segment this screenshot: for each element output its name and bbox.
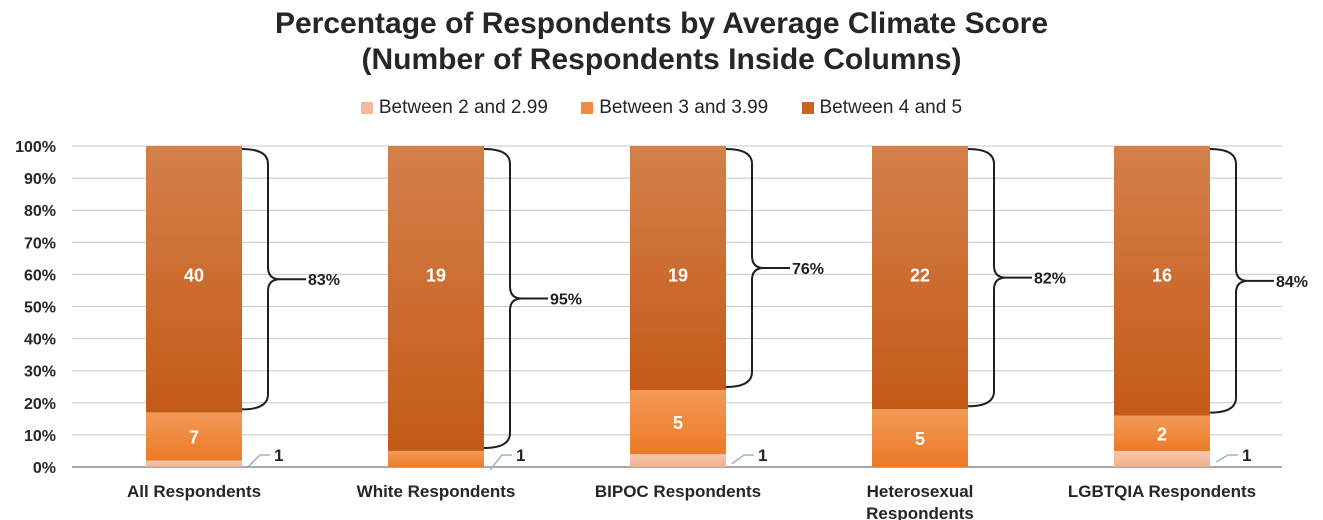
legend-item-low: Between 2 and 2.99: [360, 97, 548, 119]
bar-count-label: 5: [673, 413, 683, 433]
bracket: [1209, 148, 1249, 414]
low-count-label: 1: [274, 446, 283, 465]
x-category-label: LGBTQIA Respondents: [1068, 482, 1256, 501]
bar-count-label: 22: [910, 265, 930, 285]
legend-swatch-high: [801, 102, 814, 114]
y-tick-label: 40%: [24, 332, 56, 349]
bar-segment-mid: [630, 389, 726, 455]
bar-count-label: 19: [426, 265, 446, 285]
leader-line: [489, 454, 512, 471]
bracket: [725, 148, 765, 388]
bar-count-label: 16: [1152, 265, 1172, 285]
y-tick-label: 0%: [33, 460, 56, 477]
legend-item-mid: Between 3 and 3.99: [581, 97, 768, 119]
bar-segment-mid: [388, 450, 484, 467]
bar-segment-mid: [1114, 415, 1210, 451]
legend-swatch-mid: [581, 102, 594, 114]
bar-count-label: 40: [184, 265, 204, 285]
y-tick-label: 70%: [24, 235, 56, 252]
bracket: [967, 148, 1007, 408]
legend-label-low: Between 2 and 2.99: [378, 97, 548, 118]
y-tick-label: 100%: [15, 139, 56, 156]
bar-segment-low: [146, 460, 242, 467]
leader-line: [731, 454, 754, 465]
chart-title: Percentage of Respondents by Average Cli…: [274, 7, 1049, 40]
low-count-label: 1: [516, 446, 525, 465]
y-tick-label: 30%: [24, 364, 56, 381]
bracket-percent-label: 83%: [308, 272, 340, 289]
bar-segment-high: [630, 146, 726, 390]
leader-line: [247, 454, 270, 468]
y-tick-label: 60%: [24, 267, 56, 284]
low-count-label: 1: [1242, 446, 1251, 465]
bar-count-label: 2: [1157, 424, 1167, 444]
bracket-percent-label: 95%: [550, 291, 582, 308]
bar-segment-low: [630, 454, 726, 467]
chart-subtitle: (Number of Respondents Inside Columns): [361, 43, 962, 76]
bar-segment-high: [146, 146, 242, 413]
x-category-label: Heterosexual: [867, 482, 974, 501]
low-count-label: 1: [758, 446, 767, 465]
y-tick-label: 50%: [24, 300, 56, 317]
x-category-label: All Respondents: [127, 482, 261, 501]
bar-count-label: 5: [915, 429, 925, 449]
y-tick-label: 20%: [24, 396, 56, 413]
chart-legend: Between 2 and 2.99 Between 3 and 3.99 Be…: [0, 97, 1323, 119]
bar-count-label: 19: [668, 265, 688, 285]
bracket-percent-label: 76%: [792, 261, 824, 278]
x-category-label: White Respondents: [357, 482, 516, 501]
chart-title-block: Percentage of Respondents by Average Cli…: [0, 6, 1323, 78]
bracket-percent-label: 84%: [1276, 274, 1308, 291]
bar-segment-mid: [146, 412, 242, 461]
legend-label-high: Between 4 and 5: [819, 97, 963, 118]
bar-segment-high: [1114, 146, 1210, 416]
bar-count-label: 7: [189, 428, 199, 448]
y-tick-label: 80%: [24, 203, 56, 220]
bracket-percent-label: 82%: [1034, 271, 1066, 288]
bar-segment-high: [388, 146, 484, 451]
legend-label-mid: Between 3 and 3.99: [599, 97, 769, 118]
bar-segment-high: [872, 146, 968, 410]
y-tick-label: 10%: [24, 428, 56, 445]
legend-item-high: Between 4 and 5: [801, 97, 963, 119]
x-category-label: Respondents: [866, 504, 974, 520]
legend-swatch-low: [360, 102, 373, 114]
bar-segment-low: [1114, 450, 1210, 467]
leader-line: [1215, 454, 1238, 463]
x-category-label: BIPOC Respondents: [595, 482, 761, 501]
y-tick-label: 90%: [24, 171, 56, 188]
bar-segment-mid: [872, 409, 968, 467]
